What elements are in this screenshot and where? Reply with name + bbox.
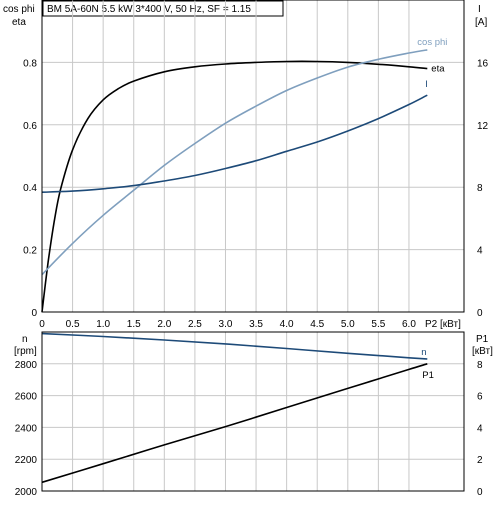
series-labels: eta cos phi In P1 [417, 37, 447, 381]
x-tick-label: 5.5 [371, 319, 385, 330]
bottom-left-axis-label-1: n [22, 334, 28, 345]
top-right-tick-label: 12 [477, 121, 489, 132]
top-left-tick-label: 0.4 [23, 183, 37, 194]
bottom-left-tick-label: 2600 [15, 392, 38, 403]
bottom-left-axis-label-2: [rpm] [14, 346, 37, 357]
x-tick-label: 2.0 [157, 319, 171, 330]
series-label-p1: P1 [422, 370, 434, 381]
x-tick-label: 5.0 [341, 319, 355, 330]
bottom-left-tick-label: 2400 [15, 423, 38, 434]
x-tick-label: 3.5 [249, 319, 263, 330]
top-left-axis-label-1: cos phi [3, 4, 35, 15]
x-tick-label: 4.5 [310, 319, 324, 330]
bottom-right-tick-label: 8 [477, 360, 483, 371]
bottom-right-tick-label: 4 [477, 423, 483, 434]
bottom-curves [41, 332, 428, 484]
x-tick-label: 0.5 [66, 319, 80, 330]
bottom-right-tick-label: 0 [477, 487, 483, 498]
top-right-axis-label-1: I [478, 4, 481, 15]
series-label-cos_phi: cos phi [417, 37, 447, 48]
series-label-speed: n [421, 347, 426, 358]
top-gridlines [41, 0, 464, 313]
x-tick-label: 1.0 [96, 319, 110, 330]
x-tick-label: 0 [39, 319, 45, 330]
series-line-speed [41, 332, 428, 360]
x-tick-label: 1.5 [127, 319, 141, 330]
bottom-left-tick-label: 2800 [15, 360, 38, 371]
x-tick-label: 2.5 [188, 319, 202, 330]
top-right-tick-label: 4 [477, 246, 483, 257]
top-right-tick-label: 16 [477, 58, 489, 69]
series-line-current [41, 94, 428, 193]
top-right-tick-label: 0 [477, 308, 483, 319]
bottom-right-axis-label-1: P1 [476, 334, 489, 345]
top-right-tick-label: 8 [477, 183, 483, 194]
bottom-tick-labels: 2000 2200 2400 2600 2800 0 2 4 6 8 [15, 360, 483, 498]
bottom-right-tick-label: 2 [477, 455, 483, 466]
top-left-axis-label-2: eta [12, 17, 26, 28]
bottom-left-tick-label: 2000 [15, 487, 38, 498]
bottom-right-tick-label: 6 [477, 392, 483, 403]
series-line-cos_phi [41, 49, 428, 276]
top-left-tick-label: 0.6 [23, 121, 37, 132]
bottom-right-axis-label-2: [кВт] [472, 346, 493, 357]
bottom-left-tick-label: 2200 [15, 455, 38, 466]
top-curves [41, 49, 428, 313]
top-right-axis-label-2: [A] [475, 17, 487, 28]
series-line-p1 [41, 363, 428, 484]
top-left-tick-label: 0.2 [23, 246, 37, 257]
x-tick-label: 3.0 [219, 319, 233, 330]
series-label-current: I [425, 79, 428, 90]
bottom-plot-frame [41, 331, 465, 492]
series-label-eta: eta [431, 64, 445, 75]
x-tick-label: 4.0 [280, 319, 294, 330]
x-axis-unit-label: P2 [кВт] [425, 319, 461, 330]
top-left-tick-label: 0 [31, 308, 37, 319]
top-left-tick-label: 0.8 [23, 58, 37, 69]
top-plot-frame [41, 0, 465, 313]
top-tick-labels: 0 0.5 1.0 1.5 2.0 2.5 3.0 3.5 4.0 4.5 5.0 5.5 6.0 0 0.… [23, 58, 488, 330]
chart-title: BM 5A-60N 5.5 kW 3*400 V, 50 Hz, SF = 1.… [47, 4, 251, 15]
x-tick-label: 6.0 [402, 319, 416, 330]
series-line-eta [41, 60, 428, 313]
